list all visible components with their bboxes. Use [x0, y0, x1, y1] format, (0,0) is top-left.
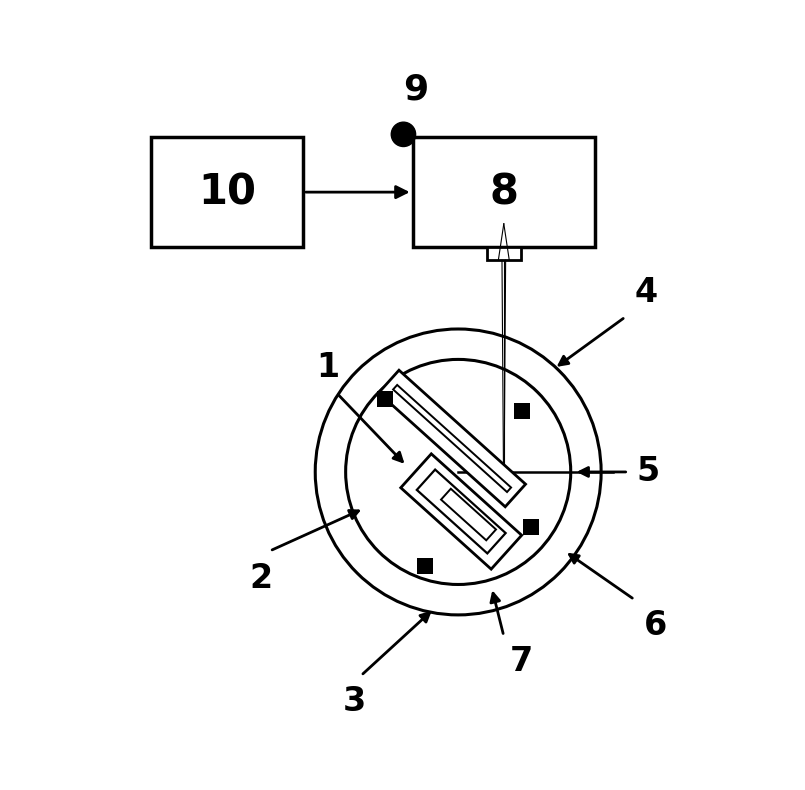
Polygon shape: [417, 469, 506, 554]
Circle shape: [391, 122, 415, 146]
FancyBboxPatch shape: [378, 391, 393, 407]
Polygon shape: [441, 489, 496, 540]
Text: 7: 7: [510, 645, 533, 679]
Text: 1: 1: [316, 351, 339, 384]
FancyBboxPatch shape: [417, 559, 432, 574]
Text: 5: 5: [637, 456, 659, 488]
Text: 4: 4: [634, 276, 658, 309]
Polygon shape: [393, 385, 511, 492]
Text: 10: 10: [198, 171, 256, 213]
Text: 2: 2: [249, 562, 272, 595]
Polygon shape: [401, 453, 522, 569]
Text: 3: 3: [343, 685, 366, 718]
FancyBboxPatch shape: [151, 137, 303, 246]
Polygon shape: [378, 371, 526, 506]
Text: 8: 8: [489, 171, 518, 213]
Text: 6: 6: [644, 609, 667, 641]
FancyBboxPatch shape: [487, 246, 521, 260]
Text: 9: 9: [403, 73, 428, 107]
FancyBboxPatch shape: [413, 137, 595, 246]
FancyBboxPatch shape: [514, 403, 530, 419]
FancyBboxPatch shape: [523, 519, 539, 535]
